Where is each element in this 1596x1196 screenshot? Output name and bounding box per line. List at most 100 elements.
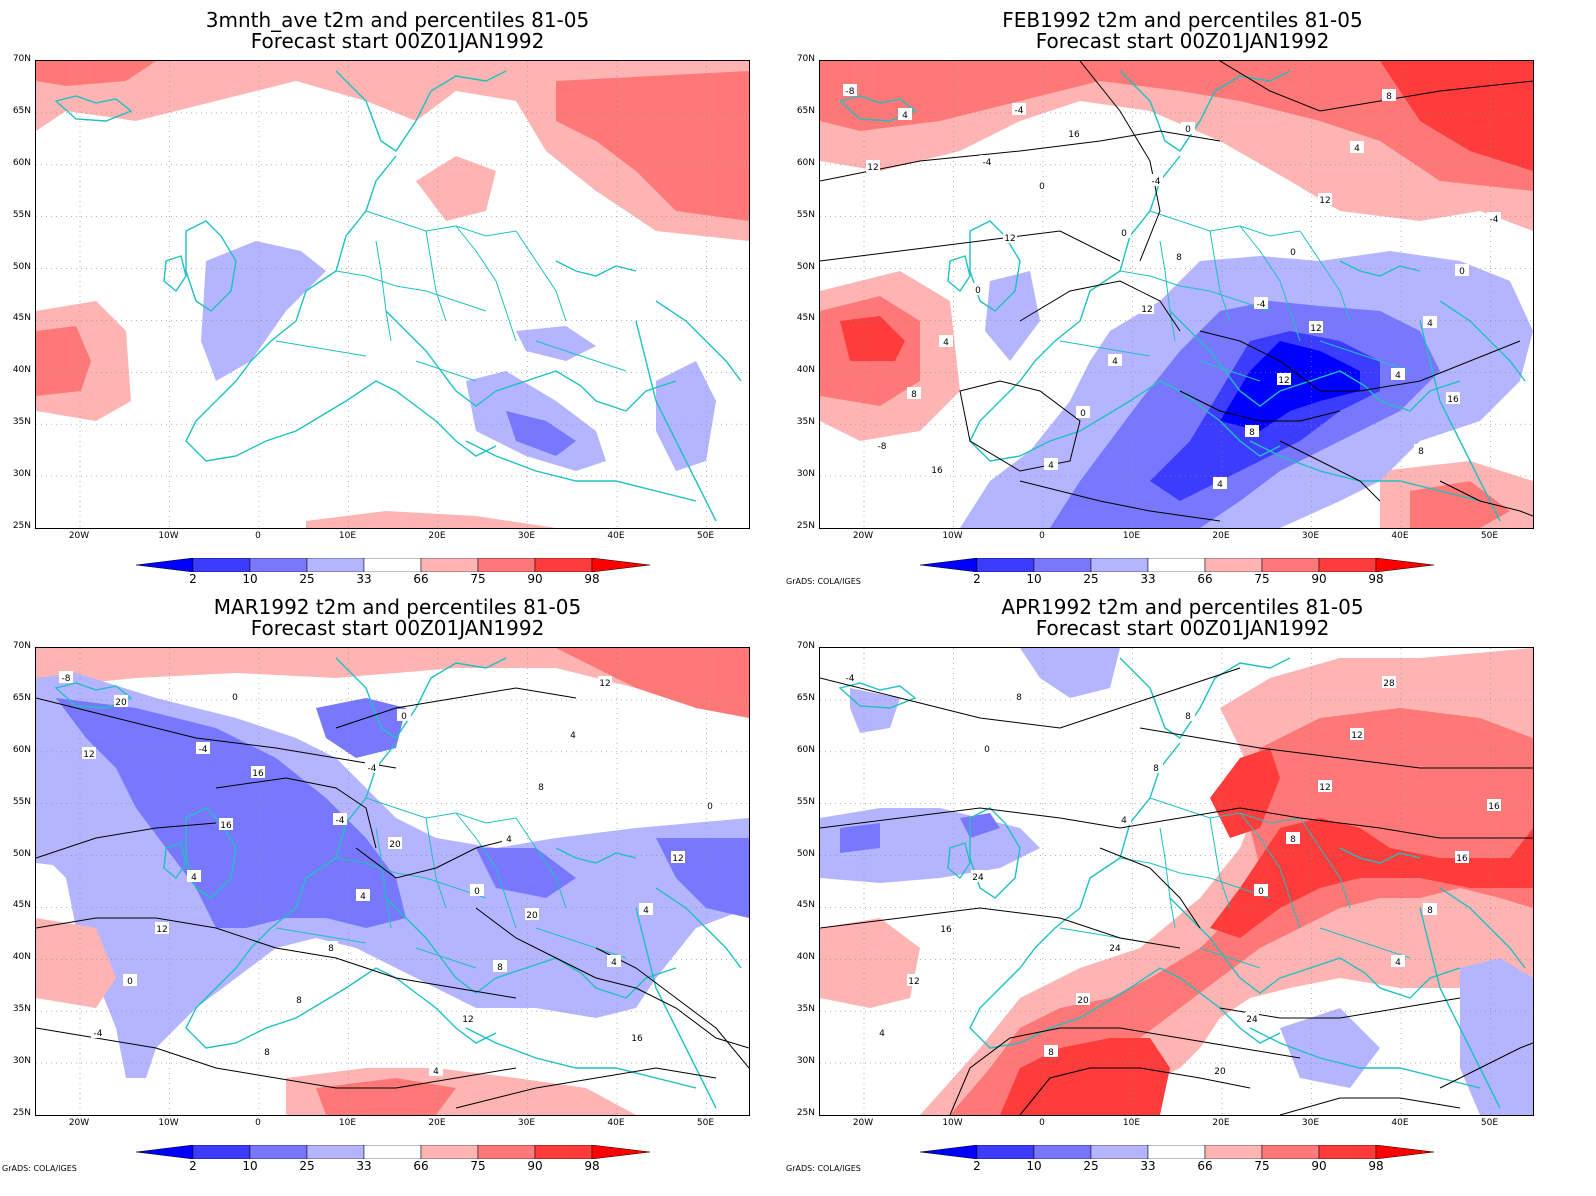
percentile-shading — [476, 848, 576, 898]
percentile-shading — [316, 698, 406, 758]
contour-label: 8 — [1176, 253, 1182, 263]
latitude-label: 70N — [12, 641, 31, 651]
colorbar-label: 2 — [973, 1159, 981, 1173]
contour-label: 8 — [497, 963, 503, 973]
percentile-shading — [556, 648, 749, 718]
latitude-label: 45N — [796, 313, 815, 324]
colorbar-label: 2 — [973, 572, 981, 586]
contour-line — [949, 1027, 1301, 1115]
contour-label: 16 — [252, 769, 264, 779]
coastline — [655, 887, 742, 969]
latitude-label: 50N — [12, 848, 31, 859]
colorbar — [136, 1145, 651, 1159]
colorbar-label: 98 — [584, 1159, 600, 1173]
coastline — [54, 682, 133, 709]
contour-label: 20 — [115, 698, 127, 708]
colorbar-label: 90 — [527, 1159, 543, 1173]
longitude-label: 0 — [255, 531, 261, 541]
coastline — [1104, 967, 1281, 1044]
contour-label: 16 — [1488, 802, 1500, 812]
longitude-label: 10W — [158, 1118, 179, 1128]
coastline — [185, 220, 237, 312]
contour-label: 16 — [1447, 395, 1459, 405]
coastline — [1419, 320, 1501, 522]
percentile-shading — [656, 361, 716, 471]
contour-line — [1119, 807, 1533, 839]
country-border — [535, 927, 627, 959]
percentile-shading — [840, 316, 905, 361]
latitude-label: 40N — [12, 952, 31, 963]
coastline — [838, 95, 917, 122]
longitude-label: 50E — [1480, 531, 1499, 541]
panel-title: 3mnth_ave t2m and percentiles 81-05 Fore… — [205, 8, 590, 53]
longitude-label: 10W — [158, 531, 179, 541]
longitude-label: 30E — [1301, 1118, 1320, 1128]
percentile-shading — [1020, 648, 1120, 698]
contour-label: 8 — [1418, 447, 1424, 457]
contour-label: 12 — [1319, 196, 1330, 206]
coastline — [465, 440, 697, 502]
contour-label: 20 — [389, 840, 401, 850]
contour-label: -4 — [1490, 215, 1499, 225]
colorbar-label: 98 — [1368, 1159, 1384, 1173]
contour-label: 0 — [984, 745, 990, 755]
contour-label: 0 — [1080, 409, 1086, 419]
contour-label: 4 — [1427, 319, 1433, 329]
contour-label: 12 — [1278, 376, 1289, 386]
longitude-label: 10E — [338, 531, 357, 541]
coastline — [1339, 847, 1421, 864]
latitude-label: 55N — [12, 209, 31, 220]
contour-label: 4 — [191, 873, 197, 883]
latitude-label: 60N — [12, 157, 31, 168]
contour-label: 8 — [328, 944, 334, 954]
contour-line — [1439, 480, 1533, 517]
contour-label: -8 — [846, 87, 855, 97]
colorbar-segment — [192, 1145, 251, 1159]
contour-label: -4 — [1257, 300, 1266, 310]
percentile-shading — [516, 326, 596, 361]
latitude-label: 35N — [12, 417, 31, 428]
coastline — [1339, 260, 1421, 277]
latitude-label: 55N — [12, 796, 31, 807]
colorbar-label: 66 — [1197, 572, 1213, 586]
colorbar-segment — [363, 558, 422, 572]
percentile-shading — [1000, 1038, 1170, 1115]
contour-label: 0 — [127, 977, 133, 987]
country-border — [335, 857, 487, 899]
contour-line — [820, 230, 1121, 262]
percentile-shading — [1460, 958, 1533, 1115]
contour-label: 8 — [296, 996, 302, 1006]
longitude-label: 0 — [255, 1118, 261, 1128]
latitude-label: 50N — [796, 848, 815, 859]
percentile-shading — [416, 156, 496, 221]
latitude-label: 60N — [12, 744, 31, 755]
longitude-label: 0 — [1039, 1118, 1045, 1128]
percentile-shading — [36, 326, 91, 396]
colorbar-segment — [591, 1145, 651, 1159]
longitude-label: 20W — [852, 1118, 874, 1128]
contour-label: 12 — [672, 854, 683, 864]
longitude-label: 10W — [942, 1118, 963, 1128]
latitude-label: 65N — [12, 105, 31, 116]
contour-label: 28 — [1383, 679, 1395, 689]
latitude-label: 40N — [796, 952, 815, 963]
contour-label: 20 — [526, 911, 538, 921]
colorbar-label: 66 — [413, 572, 429, 586]
contour-label: 4 — [611, 958, 617, 968]
colorbar-label: 90 — [527, 572, 543, 586]
colorbar-label: 98 — [584, 572, 600, 586]
contour-label: 4 — [643, 906, 649, 916]
contour-line — [1219, 61, 1533, 112]
country-border — [1119, 857, 1271, 899]
coastline — [495, 370, 677, 412]
contour-line — [36, 697, 397, 769]
contour-label: 0 — [401, 712, 407, 722]
colorbar-segment — [1204, 1145, 1263, 1159]
map-area: -8 -4 0 -4 4 -8 -4 -4 0 4 8 4 0 12 0 4 0 4 4 -4 0 4 8 8 12 12 12 12… — [819, 60, 1534, 529]
longitude-label: 20W — [68, 1118, 90, 1128]
country-border — [1149, 797, 1301, 824]
colorbar-label: 75 — [470, 572, 486, 586]
contour-label: 12 — [462, 1015, 473, 1025]
colorbar-label: 10 — [242, 1159, 258, 1173]
latitude-label: 55N — [796, 209, 815, 220]
